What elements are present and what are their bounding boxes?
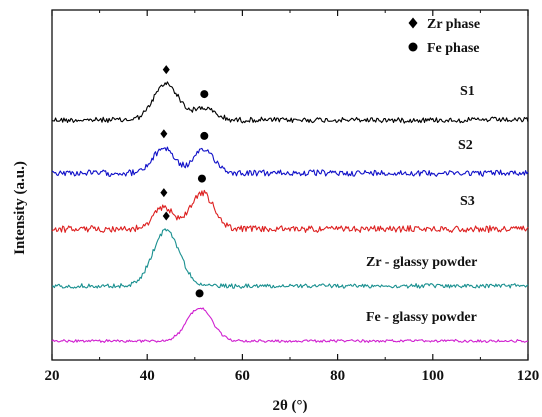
axes: 20 40 60 80 100 120 bbox=[45, 9, 540, 384]
fe-phase-marker bbox=[195, 289, 204, 298]
series-label: S2 bbox=[458, 138, 473, 153]
x-tick-label: 100 bbox=[422, 368, 445, 384]
zr-phase-marker bbox=[162, 211, 170, 221]
zr-phase-marker bbox=[162, 65, 170, 75]
fe-phase-marker bbox=[197, 174, 206, 183]
series-group bbox=[51, 81, 529, 344]
legend: Zr phase Fe phase bbox=[408, 17, 480, 56]
legend-diamond-icon bbox=[408, 17, 418, 29]
legend-circle-icon bbox=[408, 42, 418, 52]
series-line-3 bbox=[51, 228, 529, 289]
zr-phase-marker bbox=[160, 188, 168, 198]
series-line-4 bbox=[51, 307, 529, 344]
series-label: Fe - glassy powder bbox=[366, 310, 477, 325]
x-axis-title: 2θ (°) bbox=[272, 398, 307, 414]
zr-phase-marker bbox=[160, 129, 168, 139]
x-tick-label: 60 bbox=[235, 368, 250, 384]
plot-frame bbox=[51, 9, 529, 361]
fe-phase-marker bbox=[200, 131, 209, 140]
x-tick-label: 20 bbox=[45, 368, 60, 384]
series-line-0 bbox=[51, 81, 529, 124]
fe-phase-marker bbox=[200, 90, 209, 99]
phase-markers bbox=[160, 65, 209, 298]
y-axis-title: Intensity (a.u.) bbox=[12, 161, 28, 255]
series-labels: S1 S2 S3 Zr - glassy powder Fe - glassy powd… bbox=[366, 84, 477, 325]
series-line-2 bbox=[51, 189, 529, 234]
legend-label: Zr phase bbox=[427, 17, 480, 32]
series-line-1 bbox=[51, 146, 529, 177]
series-label: Zr - glassy powder bbox=[366, 255, 477, 270]
x-tick-label: 80 bbox=[330, 368, 345, 384]
series-label: S3 bbox=[460, 194, 475, 209]
x-tick-label: 40 bbox=[140, 368, 155, 384]
legend-label: Fe phase bbox=[427, 41, 480, 56]
x-tick-label: 120 bbox=[517, 368, 540, 384]
series-label: S1 bbox=[460, 84, 475, 99]
